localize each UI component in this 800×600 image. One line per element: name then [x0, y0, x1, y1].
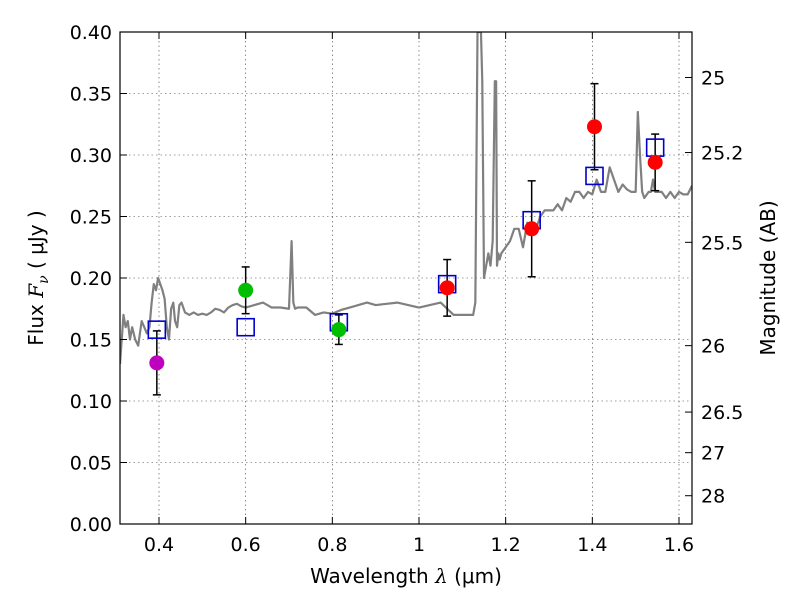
right-axis-label: Magnitude (AB): [756, 200, 780, 355]
x-tick-label-5: 1.4: [577, 534, 607, 556]
right-tick-label-1: 25.2: [701, 143, 743, 165]
observed-point-0: [149, 355, 165, 371]
observed-point-6: [647, 154, 663, 170]
y-tick-label-2: 0.10: [70, 391, 112, 413]
y-axis-ticks: 0.00 0.05 0.10 0.15 0.20 0.25 0.30 0.35 0.40: [70, 22, 127, 536]
x-tick-label-2: 0.8: [317, 534, 347, 556]
right-tick-label-4: 26.5: [701, 402, 743, 424]
y-axis-label: Flux Fν ( μJy ): [24, 210, 52, 345]
template-spectrum: [120, 32, 692, 365]
model-point-1: [236, 317, 255, 337]
right-tick-label-5: 27: [701, 443, 725, 465]
y-tick-label-4: 0.20: [70, 268, 112, 290]
y-tick-label-0: 0.00: [70, 514, 112, 536]
y-tick-label-8: 0.40: [70, 22, 112, 44]
model-points: [147, 138, 665, 339]
x-tick-label-6: 1.6: [664, 534, 694, 556]
model-point-5: [585, 166, 604, 186]
y-tick-label-3: 0.15: [70, 330, 112, 352]
observed-point-5: [587, 119, 602, 135]
x-tick-label-0: 0.4: [144, 534, 174, 556]
y-tick-label-6: 0.30: [70, 145, 112, 167]
right-axis-ticks: 25 25.2 25.5 26 26.5 27 28: [685, 68, 743, 508]
right-tick-label-0: 25: [701, 68, 725, 90]
x-tick-label-4: 1.2: [491, 534, 521, 556]
model-point-0: [147, 320, 167, 339]
right-tick-label-3: 26: [701, 336, 725, 358]
observed-point-3: [439, 280, 455, 296]
y-tick-label-7: 0.35: [70, 84, 112, 106]
x-tick-label-3: 1: [413, 534, 425, 556]
right-tick-label-2: 25.5: [701, 232, 743, 254]
x-tick-label-1: 0.6: [231, 534, 261, 556]
observed-points: [149, 119, 663, 371]
spectrum-line: [120, 32, 692, 365]
y-tick-label-5: 0.25: [70, 207, 112, 229]
x-axis-label: Wavelength λ (μm): [310, 564, 502, 588]
error-bars: [152, 82, 660, 396]
observed-point-2: [331, 322, 347, 338]
x-axis-ticks: 0.4 0.6 0.8 1 1.2 1.4 1.6: [144, 32, 694, 556]
y-tick-label-1: 0.05: [70, 453, 112, 475]
observed-point-1: [238, 282, 254, 298]
right-tick-label-6: 28: [701, 486, 725, 508]
observed-point-4: [524, 221, 540, 237]
grid: [120, 31, 692, 525]
